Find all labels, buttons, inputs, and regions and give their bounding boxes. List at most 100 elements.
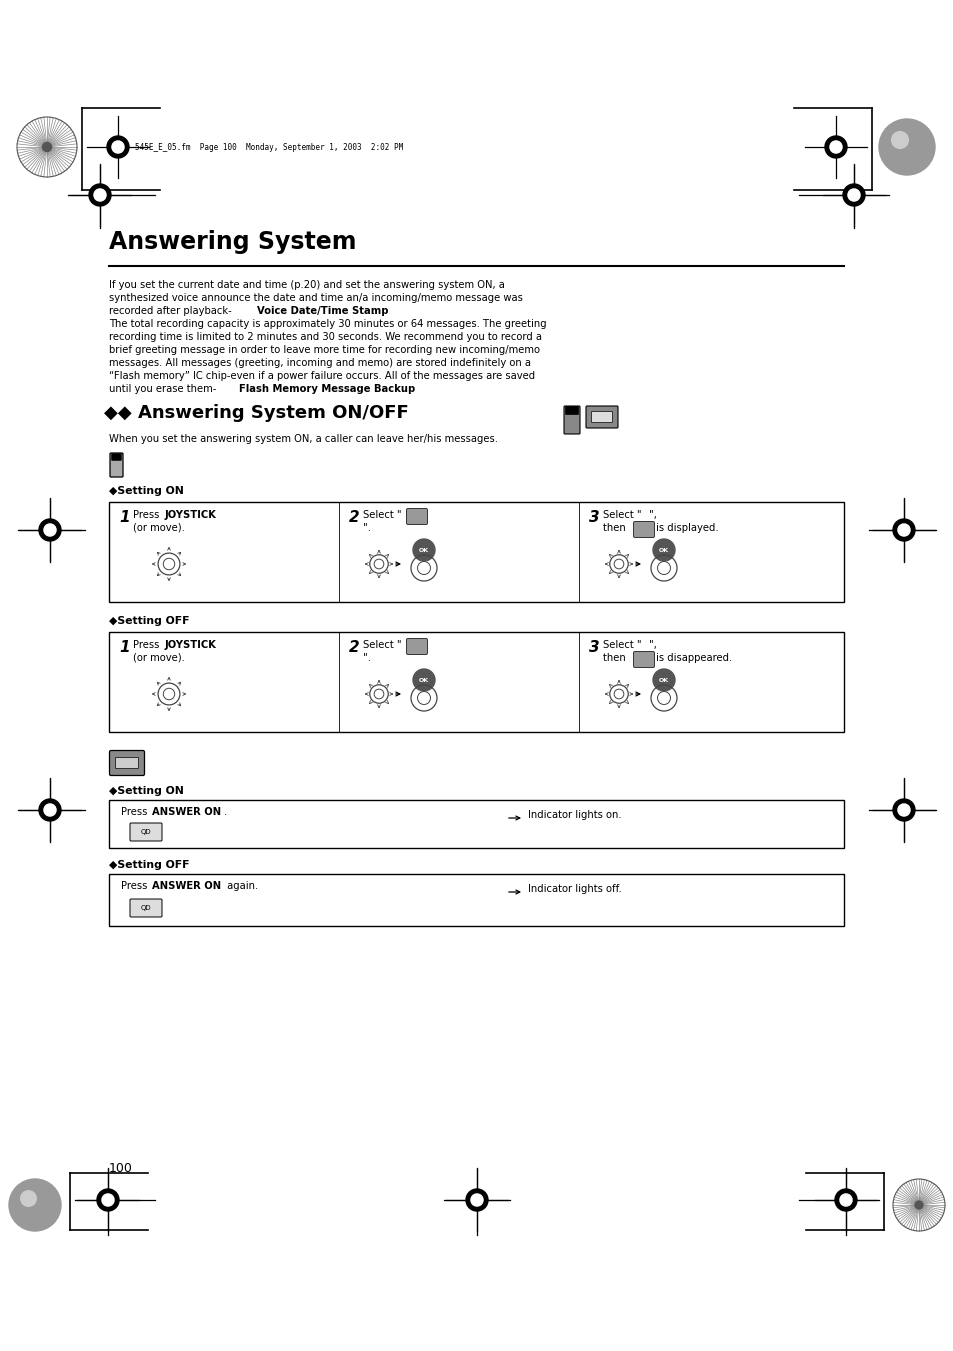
- Text: Answering System: Answering System: [109, 230, 356, 254]
- Text: ".: ".: [363, 523, 371, 534]
- FancyBboxPatch shape: [115, 758, 138, 769]
- Bar: [109, 503, 843, 603]
- Text: OK: OK: [659, 677, 668, 682]
- Circle shape: [9, 1179, 61, 1231]
- Text: Indicator lights on.: Indicator lights on.: [527, 811, 621, 820]
- Circle shape: [43, 142, 51, 151]
- Circle shape: [892, 798, 914, 821]
- Text: ",: ",: [648, 640, 657, 650]
- Text: When you set the answering system ON, a caller can leave her/his messages.: When you set the answering system ON, a …: [109, 434, 497, 444]
- FancyBboxPatch shape: [633, 651, 654, 667]
- Text: synthesized voice announce the date and time an/a incoming/memo message was: synthesized voice announce the date and …: [109, 293, 522, 303]
- Text: 100: 100: [109, 1162, 132, 1175]
- Text: Select ": Select ": [602, 509, 641, 520]
- Circle shape: [652, 539, 675, 561]
- Text: is displayed.: is displayed.: [656, 523, 718, 534]
- Circle shape: [897, 804, 909, 816]
- FancyBboxPatch shape: [585, 407, 618, 428]
- Bar: [109, 800, 843, 848]
- Text: QD: QD: [140, 830, 152, 835]
- FancyBboxPatch shape: [112, 454, 121, 461]
- Text: then: then: [602, 653, 628, 663]
- FancyBboxPatch shape: [633, 521, 654, 538]
- Text: .: .: [224, 807, 227, 817]
- FancyBboxPatch shape: [110, 453, 123, 477]
- Text: (or move).: (or move).: [132, 523, 185, 534]
- Circle shape: [914, 1201, 922, 1209]
- Text: ".: ".: [363, 653, 371, 663]
- FancyBboxPatch shape: [591, 412, 612, 423]
- Text: until you erase them-: until you erase them-: [109, 384, 216, 394]
- FancyBboxPatch shape: [565, 407, 578, 415]
- Text: OK: OK: [418, 677, 429, 682]
- Text: QD: QD: [140, 905, 152, 911]
- Text: If you set the current date and time (p.20) and set the answering system ON, a: If you set the current date and time (p.…: [109, 280, 504, 290]
- Text: OK: OK: [418, 547, 429, 553]
- Circle shape: [102, 1194, 114, 1206]
- Text: ANSWER ON: ANSWER ON: [152, 807, 221, 817]
- Text: (or move).: (or move).: [132, 653, 185, 663]
- Text: is disappeared.: is disappeared.: [656, 653, 732, 663]
- Text: Press: Press: [132, 640, 162, 650]
- Circle shape: [39, 519, 61, 540]
- Circle shape: [471, 1194, 482, 1206]
- Text: Indicator lights off.: Indicator lights off.: [527, 884, 621, 894]
- Circle shape: [897, 524, 909, 536]
- Text: JOYSTICK: JOYSTICK: [165, 509, 216, 520]
- FancyBboxPatch shape: [110, 751, 144, 775]
- Circle shape: [834, 1189, 856, 1210]
- Text: 2: 2: [349, 640, 359, 655]
- Text: again.: again.: [224, 881, 258, 892]
- Text: ◆Setting ON: ◆Setting ON: [109, 786, 184, 796]
- Circle shape: [112, 141, 124, 153]
- Text: ◆Setting ON: ◆Setting ON: [109, 486, 184, 496]
- Circle shape: [465, 1189, 488, 1210]
- Text: 1: 1: [119, 640, 130, 655]
- Text: Press: Press: [121, 881, 151, 892]
- Text: Press: Press: [121, 807, 151, 817]
- Text: JOYSTICK: JOYSTICK: [165, 640, 216, 650]
- Circle shape: [39, 798, 61, 821]
- Circle shape: [824, 136, 846, 158]
- Bar: [109, 632, 843, 732]
- Text: ANSWER ON: ANSWER ON: [152, 881, 221, 892]
- Text: recording time is limited to 2 minutes and 30 seconds. We recommend you to recor: recording time is limited to 2 minutes a…: [109, 332, 541, 342]
- Circle shape: [17, 118, 77, 177]
- Text: Select ": Select ": [363, 640, 401, 650]
- Text: “Flash memory” IC chip-even if a power failure occurs. All of the messages are s: “Flash memory” IC chip-even if a power f…: [109, 372, 535, 381]
- Text: 3: 3: [588, 640, 599, 655]
- Circle shape: [44, 524, 56, 536]
- Circle shape: [892, 519, 914, 540]
- Text: messages. All messages (greeting, incoming and memo) are stored indefinitely on : messages. All messages (greeting, incomi…: [109, 358, 531, 367]
- Circle shape: [413, 539, 435, 561]
- Text: brief greeting message in order to leave more time for recording new incoming/me: brief greeting message in order to leave…: [109, 345, 539, 355]
- Text: ◆◆ Answering System ON/OFF: ◆◆ Answering System ON/OFF: [104, 404, 408, 422]
- FancyBboxPatch shape: [130, 823, 162, 842]
- FancyBboxPatch shape: [563, 407, 579, 434]
- Circle shape: [652, 669, 675, 690]
- Text: 2: 2: [349, 509, 359, 526]
- Text: Flash Memory Message Backup: Flash Memory Message Backup: [239, 384, 415, 394]
- Text: 3: 3: [588, 509, 599, 526]
- Bar: [109, 874, 843, 925]
- Text: ",: ",: [648, 509, 657, 520]
- Circle shape: [847, 189, 860, 201]
- FancyBboxPatch shape: [406, 508, 427, 524]
- Text: OK: OK: [659, 547, 668, 553]
- Text: Select ": Select ": [602, 640, 641, 650]
- Circle shape: [89, 184, 111, 205]
- Text: Press: Press: [132, 509, 162, 520]
- Circle shape: [878, 119, 934, 176]
- Circle shape: [97, 1189, 119, 1210]
- Circle shape: [842, 184, 864, 205]
- Circle shape: [829, 141, 841, 153]
- Circle shape: [413, 669, 435, 690]
- FancyBboxPatch shape: [130, 898, 162, 917]
- Text: then: then: [602, 523, 628, 534]
- Circle shape: [93, 189, 106, 201]
- Circle shape: [21, 1190, 36, 1206]
- Text: Select ": Select ": [363, 509, 401, 520]
- Text: .: .: [400, 384, 404, 394]
- Circle shape: [107, 136, 129, 158]
- Circle shape: [891, 131, 907, 149]
